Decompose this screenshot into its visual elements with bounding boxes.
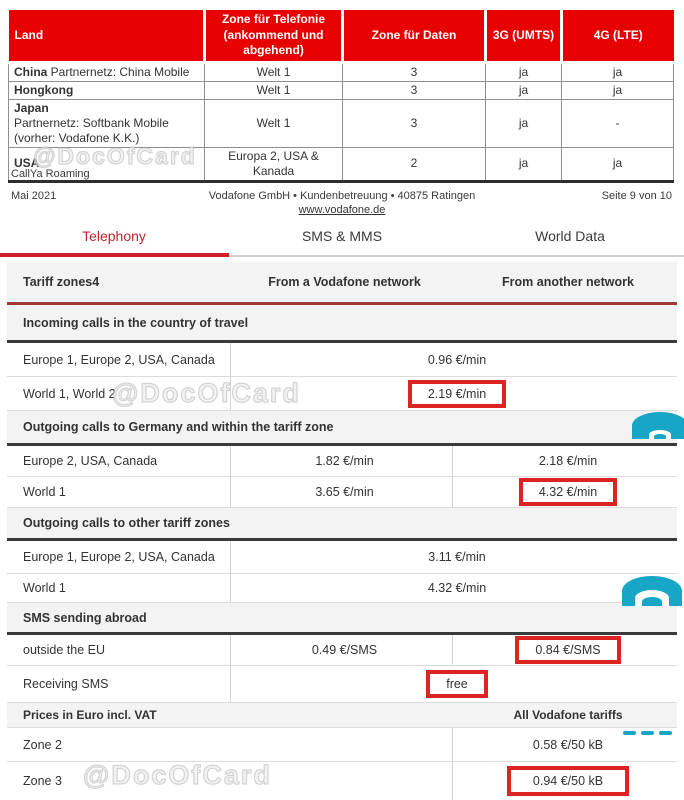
table-row: Zone 2 0.58 €/50 kB bbox=[7, 728, 677, 762]
table-row: World 1, World 2 2.19 €/min bbox=[7, 377, 677, 411]
table-row: Zone 3 0.94 €/50 kB bbox=[7, 762, 677, 800]
price-value-highlighted: 0.84 €/SMS bbox=[452, 635, 684, 665]
table-row: Europe 2, USA, Canada 1.82 €/min 2.18 €/… bbox=[7, 446, 677, 477]
cell-4g: ja bbox=[561, 61, 674, 82]
cell-country: China Partnernetz: China Mobile bbox=[8, 61, 205, 82]
price-value-highlighted: 4.32 €/min bbox=[452, 477, 684, 507]
cell-data-zone: 3 bbox=[342, 61, 486, 82]
col-header-tariff-zones: Tariff zones4 bbox=[23, 275, 100, 289]
chat-bubble-icon bbox=[632, 412, 684, 439]
annotation-box: 0.94 €/50 kB bbox=[506, 766, 630, 796]
table-row: Europe 1, Europe 2, USA, Canada 3.11 €/m… bbox=[7, 541, 677, 574]
page-number: Seite 9 von 10 bbox=[601, 190, 672, 202]
col-header-vodafone-network: From a Vodafone network bbox=[268, 275, 421, 289]
cell-3g: ja bbox=[485, 146, 562, 183]
active-tab-underline bbox=[0, 253, 229, 257]
annotation-box: 4.32 €/min bbox=[518, 478, 618, 506]
cell-data-zone: 2 bbox=[342, 146, 486, 183]
price-value-highlighted: 0.94 €/50 kB bbox=[452, 762, 684, 800]
price-value: 1.82 €/min bbox=[315, 454, 374, 468]
annotation-box: free bbox=[426, 670, 488, 698]
header-cell-4g: 4G (LTE) bbox=[560, 10, 674, 64]
doc-label: CallYa Roaming bbox=[11, 168, 90, 180]
cell-4g: - bbox=[561, 98, 674, 148]
header-cell-tel-zone: Zone für Telefonie (ankommend und abgehe… bbox=[203, 10, 344, 64]
section-prices-vat: Prices in Euro incl. VAT All Vodafone ta… bbox=[7, 703, 677, 728]
price-value: 2.18 €/min bbox=[538, 454, 598, 468]
table-row: Europe 1, Europe 2, USA, Canada 0.96 €/m… bbox=[7, 343, 677, 377]
price-value: 3.11 €/min bbox=[428, 550, 486, 564]
cell-tel-zone: Europa 2, USA & Kanada bbox=[204, 146, 343, 183]
teal-dashes-icon bbox=[623, 731, 672, 735]
chat-bubble-icon bbox=[622, 576, 682, 606]
zone-table: Land Zone für Telefonie (ankommend und a… bbox=[8, 10, 674, 183]
table-row: Receiving SMS free bbox=[7, 666, 677, 703]
table-row-china: China Partnernetz: China Mobile Welt 1 3… bbox=[8, 61, 674, 82]
cell-3g: ja bbox=[485, 80, 562, 100]
table-row-usa: USA Europa 2, USA & Kanada 2 ja ja bbox=[8, 146, 674, 183]
section-outgoing-other-zones: Outgoing calls to other tariff zones bbox=[7, 508, 677, 541]
cell-4g: ja bbox=[561, 146, 674, 183]
cell-tel-zone: Welt 1 bbox=[204, 61, 343, 82]
tab-telephony[interactable]: Telephony bbox=[82, 228, 146, 244]
price-value: 4.32 €/min bbox=[427, 581, 487, 595]
cell-country: Hongkong bbox=[8, 80, 205, 100]
section-sms-abroad: SMS sending abroad bbox=[7, 603, 677, 635]
col-header-other-network: From another network bbox=[502, 275, 634, 289]
header-cell-3g: 3G (UMTS) bbox=[484, 10, 563, 64]
tab-divider-line bbox=[0, 255, 684, 257]
col-header-all-tariffs: All Vodafone tariffs bbox=[513, 708, 623, 722]
price-value-highlighted: 2.19 €/min bbox=[230, 377, 684, 410]
cell-country: Japan Partnernetz: Softbank Mobile (vorher… bbox=[8, 98, 205, 148]
tariff-table: Tariff zones4 From a Vodafone network Fr… bbox=[0, 262, 684, 800]
table-row: outside the EU 0.49 €/SMS 0.84 €/SMS bbox=[7, 635, 677, 666]
header-cell-land: Land bbox=[8, 10, 206, 64]
cell-country: USA bbox=[8, 146, 205, 183]
annotation-box: 0.84 €/SMS bbox=[515, 636, 621, 664]
doc-date: Mai 2021 bbox=[11, 190, 57, 202]
cell-tel-zone: Welt 1 bbox=[204, 98, 343, 148]
table-row-japan: Japan Partnernetz: Softbank Mobile (vorher… bbox=[8, 98, 674, 148]
tab-bar: Telephony SMS & MMS World Data bbox=[0, 224, 684, 253]
table-row-hongkong: Hongkong Welt 1 3 ja ja bbox=[8, 80, 674, 100]
table-row: World 1 3.65 €/min 4.32 €/min bbox=[7, 477, 677, 508]
price-value: 0.96 €/min bbox=[427, 352, 487, 367]
header-cell-data-zone: Zone für Daten bbox=[341, 10, 487, 64]
website-link[interactable]: www.vodafone.de bbox=[298, 204, 386, 216]
zone-table-header-row: Land Zone für Telefonie (ankommend und a… bbox=[8, 10, 674, 64]
price-value: 3.65 €/min bbox=[315, 485, 374, 499]
cell-3g: ja bbox=[485, 98, 562, 148]
section-incoming-calls: Incoming calls in the country of travel bbox=[7, 305, 677, 343]
company-address: Vodafone GmbH • Kundenbetreuung • 40875 … bbox=[208, 190, 476, 202]
price-value: 0.58 €/50 kB bbox=[532, 737, 604, 752]
annotation-box: 2.19 €/min bbox=[407, 379, 507, 408]
cell-4g: ja bbox=[561, 80, 674, 100]
cell-data-zone: 3 bbox=[342, 98, 486, 148]
tab-sms-mms[interactable]: SMS & MMS bbox=[301, 228, 383, 244]
tab-world-data[interactable]: World Data bbox=[535, 228, 605, 244]
price-value: 0.49 €/SMS bbox=[311, 643, 378, 657]
tariff-header-row: Tariff zones4 From a Vodafone network Fr… bbox=[7, 262, 677, 305]
cell-3g: ja bbox=[485, 61, 562, 82]
cell-tel-zone: Welt 1 bbox=[204, 80, 343, 100]
cell-data-zone: 3 bbox=[342, 80, 486, 100]
section-outgoing-germany: Outgoing calls to Germany and within the… bbox=[7, 411, 677, 446]
table-row: World 1 4.32 €/min bbox=[7, 574, 677, 603]
price-value-highlighted: free bbox=[230, 666, 684, 702]
